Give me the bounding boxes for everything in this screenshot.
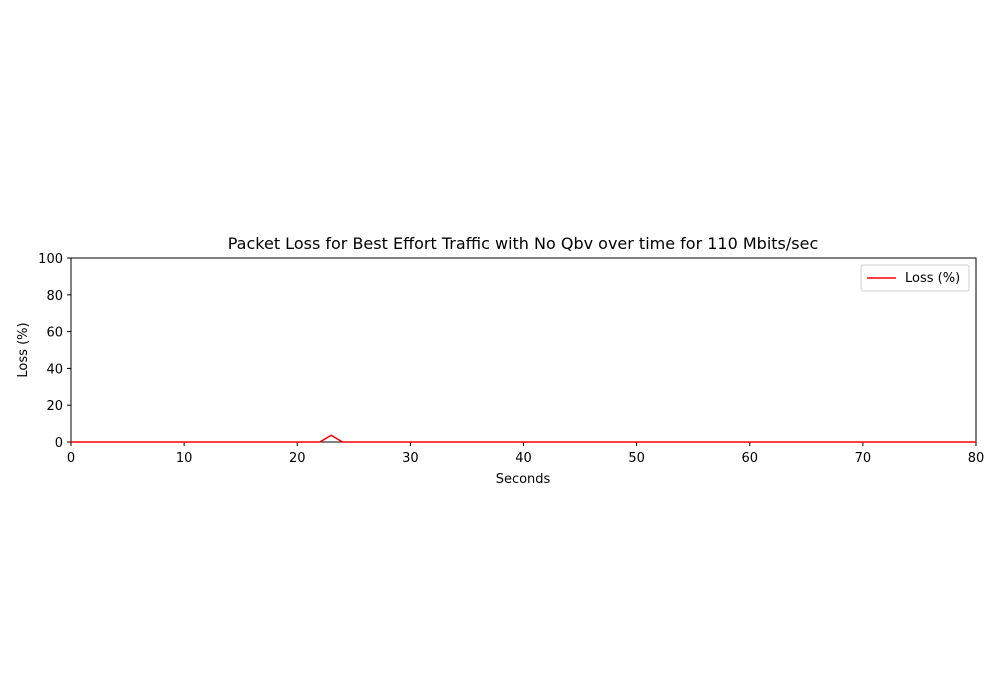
x-tick-label: 70 — [855, 451, 872, 466]
chart-title: Packet Loss for Best Effort Traffic with… — [228, 234, 819, 253]
x-tick-label: 30 — [402, 451, 419, 466]
legend: Loss (%) — [860, 264, 970, 292]
x-tick-label: 10 — [176, 451, 193, 466]
x-tick-label: 0 — [67, 451, 75, 466]
x-tick-label: 80 — [968, 451, 985, 466]
legend-label: Loss (%) — [905, 271, 960, 286]
y-tick-label: 20 — [46, 399, 63, 414]
plot-area — [70, 257, 977, 443]
y-axis: 0 20 40 60 80 100 — [38, 252, 71, 451]
legend-box — [860, 264, 970, 292]
y-tick-label: 60 — [46, 326, 63, 341]
x-tick-label: 60 — [741, 451, 758, 466]
x-tick-label: 40 — [515, 451, 532, 466]
y-tick-label: 0 — [55, 436, 63, 451]
x-tick-label: 50 — [628, 451, 645, 466]
y-axis-label: Loss (%) — [16, 322, 31, 377]
series-layer — [71, 434, 976, 443]
x-tick-label: 20 — [289, 451, 306, 466]
y-tick-label: 80 — [46, 289, 63, 304]
series-line-loss — [71, 434, 976, 443]
x-axis-label: Seconds — [496, 472, 551, 487]
y-tick-label: 100 — [38, 252, 63, 267]
x-axis: 0 10 20 30 40 50 60 70 80 — [67, 442, 984, 466]
y-tick-label: 40 — [46, 362, 63, 377]
